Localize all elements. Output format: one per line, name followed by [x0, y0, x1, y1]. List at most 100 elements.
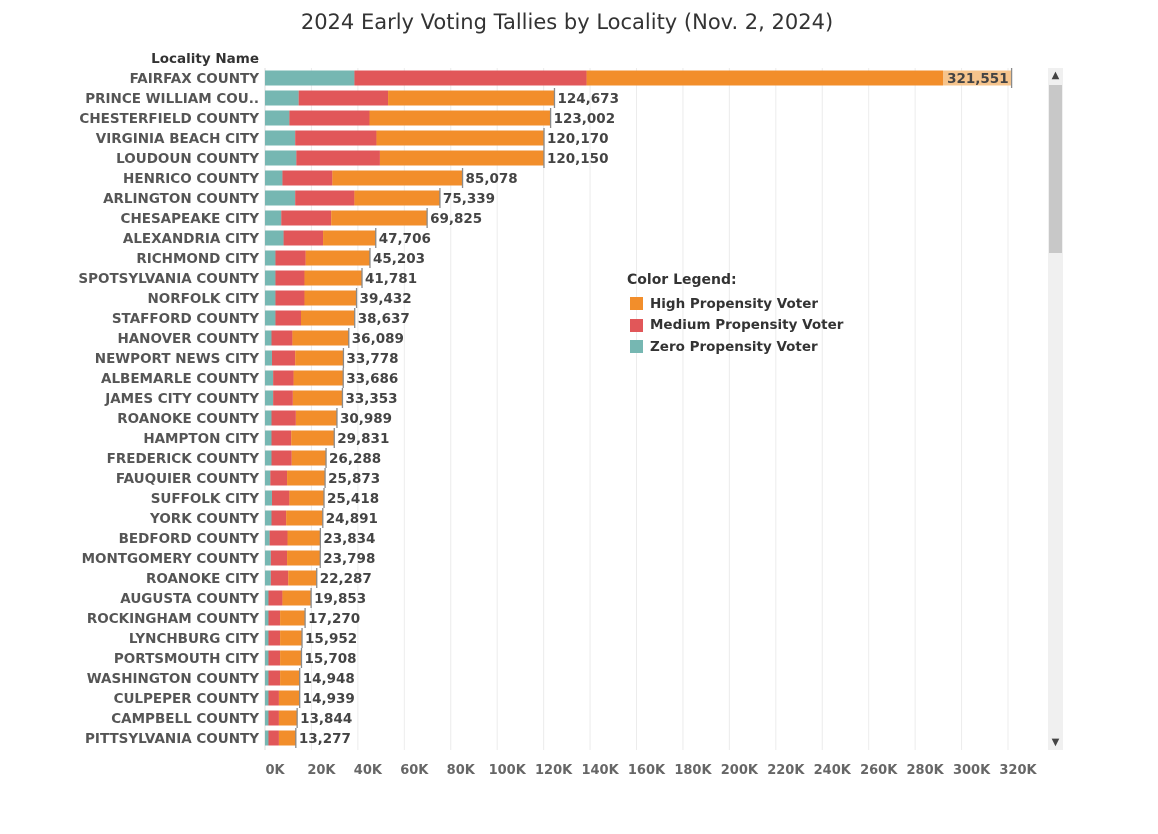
row-labels: FAIRFAX COUNTY 321,551 PRINCE WILLIAM COU.… — [78, 71, 1008, 747]
total-label: 33,686 — [346, 371, 398, 387]
total-label: 120,170 — [547, 131, 609, 147]
bar-segment-high — [304, 290, 357, 306]
bar-segment-medium — [271, 410, 296, 426]
legend-title: Color Legend: — [627, 272, 737, 288]
bar-segment-medium — [268, 630, 281, 646]
legend-swatch-medium — [630, 318, 643, 332]
row-label: FAIRFAX COUNTY — [130, 71, 260, 87]
scroll-down-icon[interactable]: ▼ — [1051, 737, 1060, 748]
gridlines — [264, 68, 1009, 750]
bar-segment-high — [304, 270, 363, 286]
bar-segment-medium — [295, 190, 355, 206]
bar-segment-medium — [268, 710, 279, 726]
total-label: 75,339 — [443, 191, 495, 207]
scrollbar-thumb[interactable] — [1049, 85, 1062, 253]
bar-segment-high — [323, 230, 376, 246]
bar-segment-medium — [295, 130, 377, 146]
row-label: PORTSMOUTH CITY — [114, 651, 259, 667]
bar-segment-medium — [268, 670, 281, 686]
scroll-up-icon[interactable]: ▲ — [1051, 70, 1060, 81]
total-label: 22,287 — [320, 571, 372, 587]
total-label: 45,203 — [373, 251, 425, 267]
bar-segment-high — [291, 450, 327, 466]
row-label: BEDFORD COUNTY — [119, 531, 260, 547]
bar-segment-high — [331, 210, 428, 226]
x-tick-label: 0K — [265, 763, 285, 778]
bar-segment-medium — [283, 230, 324, 246]
bar-segment-zero — [265, 590, 269, 606]
row-label: ALBEMARLE COUNTY — [101, 371, 259, 387]
row-label: NORFOLK CITY — [147, 291, 259, 307]
bar-segment-high — [305, 250, 370, 266]
bar-segment-medium — [282, 170, 333, 186]
bar-segment-medium — [275, 310, 301, 326]
bar-segment-high — [292, 330, 349, 346]
total-label: 123,002 — [554, 111, 616, 127]
bar-segment-medium — [275, 270, 305, 286]
bar-segment-high — [300, 310, 355, 326]
total-label: 19,853 — [314, 591, 366, 607]
total-label: 85,078 — [466, 171, 518, 187]
row-label: VIRGINIA BEACH CITY — [96, 131, 259, 147]
bar-segment-high — [280, 670, 300, 686]
bar-segment-high — [332, 170, 463, 186]
bar-segment-high — [388, 90, 555, 106]
bar-segment-high — [291, 430, 335, 446]
bar-segment-zero — [265, 550, 271, 566]
row-label: ROANOKE CITY — [146, 571, 259, 587]
bar-segment-high — [379, 150, 544, 166]
bar-segment-medium — [268, 730, 279, 746]
bar-segment-zero — [265, 390, 274, 406]
row-label: ROANOKE COUNTY — [117, 411, 259, 427]
row-label: HANOVER COUNTY — [117, 331, 259, 347]
x-tick-label: 40K — [354, 763, 383, 778]
total-label: 29,831 — [337, 431, 389, 447]
total-label: 24,891 — [326, 511, 378, 527]
bar-segment-medium — [271, 350, 296, 366]
legend-item-high[interactable]: High Propensity Voter — [627, 293, 843, 315]
bar-segment-zero — [265, 250, 276, 266]
bar-segment-zero — [265, 230, 284, 246]
row-label: MONTGOMERY COUNTY — [82, 551, 260, 567]
total-label: 25,873 — [328, 471, 380, 487]
bars — [265, 68, 1013, 748]
x-axis: 0K 20K 40K 60K 80K 100K 120K 140K 160K 180K 200K 22… — [265, 763, 1037, 778]
bar-segment-high — [282, 590, 312, 606]
row-label: CHESAPEAKE CITY — [121, 211, 260, 227]
vertical-scrollbar[interactable]: ▲ ▼ — [1048, 68, 1063, 750]
bar-segment-medium — [289, 110, 370, 126]
legend-item-medium[interactable]: Medium Propensity Voter — [627, 315, 843, 337]
bar-segment-high — [287, 530, 321, 546]
total-label: 41,781 — [365, 271, 417, 287]
total-label: 14,939 — [303, 691, 355, 707]
bar-segment-zero — [265, 510, 272, 526]
bar-segment-zero — [265, 430, 272, 446]
legend-item-zero[interactable]: Zero Propensity Voter — [627, 336, 843, 358]
bar-segment-zero — [265, 410, 272, 426]
bar-segment-medium — [271, 430, 292, 446]
total-label: 124,673 — [557, 91, 619, 107]
total-label: 23,834 — [323, 531, 375, 547]
x-tick-label: 120K — [535, 763, 573, 778]
x-tick-label: 160K — [628, 763, 666, 778]
total-label: 33,353 — [345, 391, 397, 407]
bar-segment-zero — [265, 170, 283, 186]
bar-segment-zero — [265, 330, 272, 346]
row-label: RICHMOND CITY — [136, 251, 259, 267]
bar-segment-high — [280, 610, 306, 626]
bar-segment-zero — [265, 450, 272, 466]
bar-segment-zero — [265, 210, 282, 226]
bar-segment-medium — [270, 470, 288, 486]
bar-segment-zero — [265, 650, 269, 666]
row-label: SPOTSYLVANIA COUNTY — [78, 271, 259, 287]
row-label: LYNCHBURG CITY — [129, 631, 259, 647]
row-label: CHESTERFIELD COUNTY — [79, 111, 259, 127]
bar-segment-medium — [296, 150, 380, 166]
total-label: 25,418 — [327, 491, 379, 507]
row-label: PRINCE WILLIAM COU.. — [85, 91, 259, 107]
bar-segment-high — [292, 390, 343, 406]
bar-segment-high — [586, 70, 1012, 86]
x-tick-label: 240K — [814, 763, 852, 778]
bar-segment-zero — [265, 630, 269, 646]
